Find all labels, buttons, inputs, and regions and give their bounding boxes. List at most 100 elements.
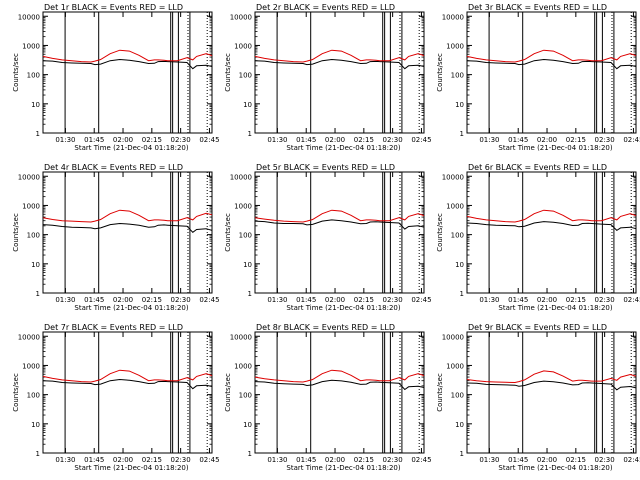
detector-panel: Det 2r BLACK = Events RED = LLD 1 10 100 100… (224, 3, 432, 152)
x-tick-label: 02:30 (171, 456, 191, 464)
events-series-line (254, 58, 425, 70)
y-tick-label: 10 (243, 261, 252, 269)
y-tick-label: 10 (31, 261, 40, 269)
events-series-line (42, 378, 213, 390)
x-tick-label: 02:30 (383, 456, 403, 464)
x-tick-label: 01:45 (508, 296, 528, 304)
plot-frame (254, 171, 425, 294)
x-tick-label: 02:00 (325, 296, 345, 304)
y-tick-label: 1 (460, 130, 464, 138)
x-tick-label: 02:30 (171, 136, 191, 144)
y-tick-label: 10 (31, 421, 40, 429)
x-tick-label: 02:45 (411, 136, 431, 144)
lld-series-line (466, 370, 637, 384)
x-tick-label: 01:30 (479, 456, 499, 464)
y-tick-label: 10000 (442, 333, 464, 341)
panel-title: Det 8r BLACK = Events RED = LLD (256, 323, 395, 332)
x-tick-label: 02:00 (325, 136, 345, 144)
x-tick-label: 01:45 (84, 136, 104, 144)
y-tick-label: 1 (248, 290, 252, 298)
y-tick-label: 10 (455, 101, 464, 109)
y-axis-label: Counts/sec (436, 53, 444, 92)
y-tick-label: 1000 (446, 362, 464, 370)
x-tick-label: 02:15 (354, 456, 374, 464)
y-tick-label: 1 (248, 130, 252, 138)
y-tick-label: 1000 (446, 202, 464, 210)
x-axis-label: Start Time (21-Dec-04 01:18:20) (74, 144, 188, 152)
x-tick-label: 01:45 (508, 136, 528, 144)
y-axis-label: Counts/sec (436, 373, 444, 412)
plot-frame (254, 11, 425, 134)
y-tick-label: 1000 (22, 362, 40, 370)
x-tick-label: 02:00 (325, 456, 345, 464)
detector-panel: Det 8r BLACK = Events RED = LLD 1 10 100 100… (224, 323, 432, 472)
x-axis-label: Start Time (21-Dec-04 01:18:20) (74, 464, 188, 472)
y-tick-label: 10000 (230, 13, 252, 21)
y-axis-label: Counts/sec (436, 213, 444, 252)
x-tick-label: 01:45 (296, 136, 316, 144)
x-axis-label: Start Time (21-Dec-04 01:18:20) (498, 144, 612, 152)
panel-title: Det 5r BLACK = Events RED = LLD (256, 163, 395, 172)
y-axis-label: Counts/sec (224, 373, 232, 412)
x-tick-label: 01:30 (55, 296, 75, 304)
panel-title: Det 7r BLACK = Events RED = LLD (44, 323, 183, 332)
panel-title: Det 3r BLACK = Events RED = LLD (468, 3, 607, 12)
x-tick-label: 02:45 (623, 456, 640, 464)
plot-frame (466, 171, 637, 294)
lld-series-line (466, 49, 637, 63)
events-series-line (466, 380, 637, 391)
y-axis-label: Counts/sec (224, 53, 232, 92)
lld-series-line (254, 369, 425, 383)
x-tick-label: 02:00 (537, 136, 557, 144)
plot-frame (466, 331, 637, 454)
detector-panel: Det 1r BLACK = Events RED = LLD 1 10 100 100… (12, 3, 220, 152)
y-axis-label: Counts/sec (12, 213, 20, 252)
y-tick-label: 10000 (18, 173, 40, 181)
x-tick-label: 02:45 (623, 136, 640, 144)
x-tick-label: 02:45 (411, 296, 431, 304)
x-tick-label: 01:30 (55, 136, 75, 144)
y-tick-label: 1 (248, 450, 252, 458)
x-tick-label: 02:15 (142, 296, 162, 304)
x-tick-label: 02:45 (623, 296, 640, 304)
events-series-line (466, 221, 637, 232)
panel-title: Det 6r BLACK = Events RED = LLD (468, 163, 607, 172)
y-tick-label: 10 (243, 421, 252, 429)
plot-frame (254, 331, 425, 454)
y-tick-label: 10000 (442, 173, 464, 181)
x-tick-label: 01:30 (267, 296, 287, 304)
panel-title: Det 4r BLACK = Events RED = LLD (44, 163, 183, 172)
x-tick-label: 01:45 (84, 296, 104, 304)
events-series-line (466, 58, 637, 70)
detector-panel: Det 5r BLACK = Events RED = LLD 1 10 100 100… (224, 163, 432, 312)
x-axis-label: Start Time (21-Dec-04 01:18:20) (286, 304, 400, 312)
y-tick-label: 1000 (446, 42, 464, 50)
x-tick-label: 02:45 (411, 456, 431, 464)
x-tick-label: 02:30 (383, 136, 403, 144)
y-tick-label: 100 (451, 392, 464, 400)
y-tick-label: 100 (27, 232, 40, 240)
x-tick-label: 01:30 (479, 136, 499, 144)
x-tick-label: 01:45 (508, 456, 528, 464)
detector-panel: Det 6r BLACK = Events RED = LLD 1 10 100 100… (436, 163, 640, 312)
lld-series-line (254, 49, 425, 63)
x-tick-label: 02:15 (566, 296, 586, 304)
x-tick-label: 02:15 (566, 136, 586, 144)
x-tick-label: 02:15 (566, 456, 586, 464)
y-tick-label: 1000 (22, 42, 40, 50)
x-tick-label: 02:15 (354, 296, 374, 304)
lld-series-line (254, 209, 425, 223)
y-tick-label: 100 (239, 72, 252, 80)
lld-series-line (42, 209, 213, 223)
x-axis-label: Start Time (21-Dec-04 01:18:20) (498, 464, 612, 472)
y-tick-label: 100 (239, 232, 252, 240)
panel-title: Det 9r BLACK = Events RED = LLD (468, 323, 607, 332)
detector-panel: Det 3r BLACK = Events RED = LLD 1 10 100 100… (436, 3, 640, 152)
detector-panel: Det 9r BLACK = Events RED = LLD 1 10 100 100… (436, 323, 640, 472)
x-tick-label: 02:30 (595, 456, 615, 464)
y-tick-label: 10000 (230, 173, 252, 181)
x-tick-label: 01:30 (479, 296, 499, 304)
lld-series-line (42, 369, 213, 383)
y-tick-label: 10 (455, 261, 464, 269)
lld-series-line (466, 209, 637, 223)
